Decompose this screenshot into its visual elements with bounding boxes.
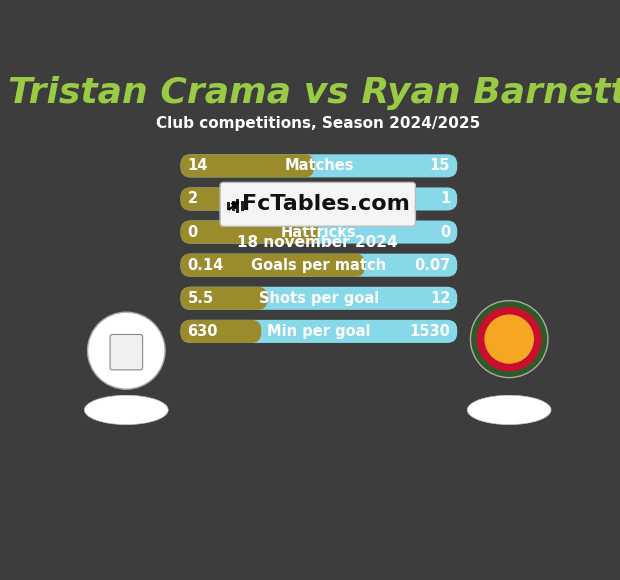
Text: 630: 630 <box>187 324 218 339</box>
Text: 0.07: 0.07 <box>414 258 450 273</box>
FancyBboxPatch shape <box>180 154 458 177</box>
Text: Tristan Crama vs Ryan Barnett: Tristan Crama vs Ryan Barnett <box>8 76 620 110</box>
Ellipse shape <box>467 396 551 425</box>
FancyBboxPatch shape <box>180 253 458 277</box>
FancyBboxPatch shape <box>180 320 261 343</box>
Text: Min per goal: Min per goal <box>267 324 371 339</box>
Text: Club competitions, Season 2024/2025: Club competitions, Season 2024/2025 <box>156 116 480 131</box>
Bar <box>227 202 230 210</box>
Text: 1530: 1530 <box>409 324 450 339</box>
FancyBboxPatch shape <box>180 187 365 211</box>
FancyBboxPatch shape <box>180 320 458 343</box>
FancyBboxPatch shape <box>180 287 458 310</box>
FancyBboxPatch shape <box>220 182 415 226</box>
Bar <box>236 199 239 213</box>
Circle shape <box>471 300 548 378</box>
FancyBboxPatch shape <box>180 287 267 310</box>
Circle shape <box>87 312 165 389</box>
FancyBboxPatch shape <box>180 220 458 244</box>
Ellipse shape <box>84 396 168 425</box>
Text: Shots per goal: Shots per goal <box>259 291 379 306</box>
Text: 0.14: 0.14 <box>187 258 224 273</box>
Text: Hattricks: Hattricks <box>281 224 356 240</box>
Text: 12: 12 <box>430 291 450 306</box>
Text: 2: 2 <box>187 191 198 206</box>
Circle shape <box>477 307 542 371</box>
Text: 0: 0 <box>440 224 450 240</box>
FancyBboxPatch shape <box>180 187 458 211</box>
Text: Goals per match: Goals per match <box>251 258 386 273</box>
Text: 1: 1 <box>440 191 450 206</box>
FancyBboxPatch shape <box>180 154 314 177</box>
Text: Matches: Matches <box>284 158 353 173</box>
Text: 18 november 2024: 18 november 2024 <box>237 235 398 251</box>
Text: 0: 0 <box>187 224 198 240</box>
Text: 15: 15 <box>430 158 450 173</box>
Bar <box>241 201 244 211</box>
Text: 5.5: 5.5 <box>187 291 214 306</box>
Bar <box>232 201 235 211</box>
Text: Goals: Goals <box>296 191 342 206</box>
FancyBboxPatch shape <box>110 335 143 370</box>
FancyBboxPatch shape <box>180 220 319 244</box>
FancyBboxPatch shape <box>180 253 365 277</box>
Text: 14: 14 <box>187 158 208 173</box>
Circle shape <box>484 314 534 364</box>
Text: FcTables.com: FcTables.com <box>242 194 409 215</box>
